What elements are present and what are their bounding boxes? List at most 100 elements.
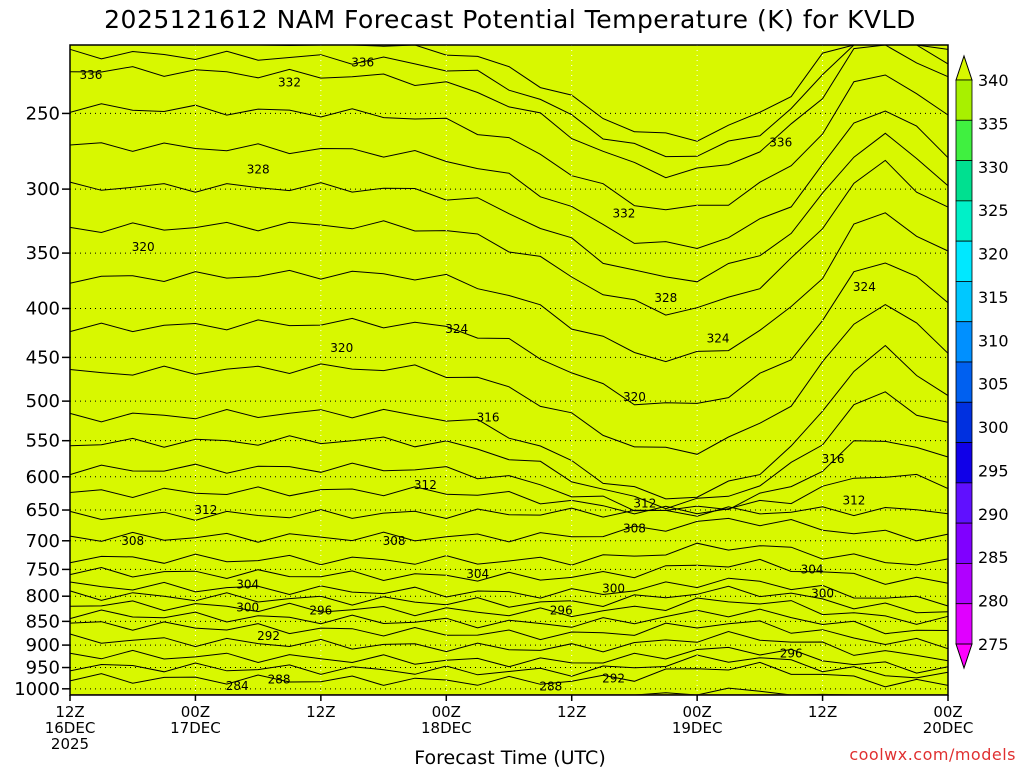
colorbar-swatch-4 [955, 482, 973, 524]
contour-label: 332 [613, 206, 636, 220]
y-tick-label-1000: 1000 [14, 679, 60, 700]
colorbar-swatch-3 [955, 522, 973, 564]
y-tick-label-300: 300 [26, 179, 60, 200]
isentrope-312 [69, 506, 949, 521]
isentrope-298 [69, 608, 949, 635]
contour-lines [69, 44, 949, 696]
isentrope-304 [69, 577, 949, 607]
contour-label: 288 [268, 673, 291, 687]
colorbar-label-325: 325 [978, 201, 1009, 220]
isentrope-300 [69, 597, 949, 625]
colorbar-extend-top [955, 54, 973, 81]
colorbar-swatch-6 [955, 401, 973, 443]
band-340 [70, 45, 948, 695]
colorbar-swatch-12 [955, 160, 973, 202]
contour-label-312: 312 [414, 478, 437, 492]
colorbar-label-335: 335 [978, 114, 1009, 133]
y-tick-label-250: 250 [26, 103, 60, 124]
contour-label: 284 [226, 679, 249, 693]
contour-label: 304 [801, 562, 824, 576]
contour-label: 304 [236, 578, 259, 592]
contour-label-336: 336 [351, 55, 374, 69]
isentrope-332 [69, 110, 949, 250]
contour-label: 328 [247, 162, 270, 176]
y-tick-label-350: 350 [26, 243, 60, 264]
contour-label: 316 [822, 452, 845, 466]
contour-label-332: 332 [613, 206, 636, 220]
colorbar-label-285: 285 [978, 548, 1009, 567]
colorbar-swatch-8 [955, 321, 973, 363]
contour-label-320: 320 [330, 341, 353, 355]
contour-label-292: 292 [602, 671, 625, 685]
isentrope-296 [69, 620, 949, 650]
contour-label-324: 324 [853, 280, 876, 294]
contour-label-312: 312 [194, 503, 217, 517]
contour-label: 312 [414, 478, 437, 492]
isentrope-302 [69, 585, 949, 614]
contour-label: 296 [780, 646, 803, 660]
contour-label-332: 332 [278, 75, 301, 89]
contour-label-308: 308 [121, 534, 144, 548]
contour-labels: 336 336 336 332 332 328 328 324 324 324 320 320 320 3… [79, 55, 875, 693]
y-tick-label-500: 500 [26, 391, 60, 412]
colorbar-swatch-2 [955, 563, 973, 605]
contour-label: 320 [623, 390, 646, 404]
colorbar-label-320: 320 [978, 245, 1009, 264]
contour-label-288: 288 [268, 673, 291, 687]
contour-label: 320 [132, 240, 155, 254]
isentrope-290 [69, 654, 949, 679]
contour-label-304: 304 [236, 578, 259, 592]
x-tick-label-72-line1: 12Z [808, 703, 837, 721]
colorbar-label-310: 310 [978, 331, 1009, 350]
contour-label-336: 336 [79, 68, 102, 82]
contour-label-300: 300 [811, 587, 834, 601]
isentrope-336 [69, 44, 949, 179]
isentrope-292 [69, 646, 949, 674]
contour-label: 336 [769, 135, 792, 149]
x-tick-label-0-line3: 2025 [51, 735, 89, 753]
contour-label: 332 [278, 75, 301, 89]
contour-label: 308 [623, 522, 646, 536]
isentrope-316 [69, 440, 949, 512]
contour-label-336: 336 [769, 135, 792, 149]
contour-label: 316 [477, 410, 500, 424]
contour-label-308: 308 [623, 522, 646, 536]
credit-link[interactable]: coolwx.com/models [849, 745, 1016, 764]
contour-label: 288 [539, 680, 562, 694]
colorbar-label-295: 295 [978, 461, 1009, 480]
colorbar-label-305: 305 [978, 375, 1009, 394]
contour-label: 320 [330, 341, 353, 355]
contour-label-312: 312 [842, 493, 865, 507]
contour-label: 292 [257, 629, 280, 643]
isentrope-288 [69, 661, 949, 688]
filled-contours [70, 45, 948, 696]
y-tick-label-600: 600 [26, 467, 60, 488]
colorbar-swatch-7 [955, 361, 973, 403]
contour-label: 336 [351, 55, 374, 69]
contour-label: 300 [236, 600, 259, 614]
x-tick-label-12-line2: 17DEC [170, 719, 221, 737]
y-tick-label-400: 400 [26, 299, 60, 320]
contour-label-328: 328 [247, 162, 270, 176]
contour-label-288: 288 [539, 680, 562, 694]
contour-label: 312 [194, 503, 217, 517]
isentrope-324 [69, 262, 949, 406]
isentrope-338 [69, 44, 949, 158]
isentrope-310 [69, 517, 949, 543]
x-tick-label-12-line1: 00Z [181, 703, 210, 721]
colorbar-label-280: 280 [978, 592, 1009, 611]
colorbar-label-275: 275 [978, 635, 1009, 654]
contour-label: 336 [79, 68, 102, 82]
contour-label: 312 [842, 493, 865, 507]
y-tick-label-750: 750 [26, 559, 60, 580]
colorbar-swatch-10 [955, 240, 973, 282]
contour-label: 328 [654, 291, 677, 305]
plot-frame [69, 44, 949, 696]
x-tick-label-0-line2: 16DEC [45, 719, 96, 737]
x-tick-label-84-line1: 00Z [933, 703, 962, 721]
contour-label-300: 300 [602, 581, 625, 595]
contour-label-316: 316 [477, 410, 500, 424]
contour-label: 300 [811, 587, 834, 601]
x-tick-label-60-line1: 00Z [682, 703, 711, 721]
